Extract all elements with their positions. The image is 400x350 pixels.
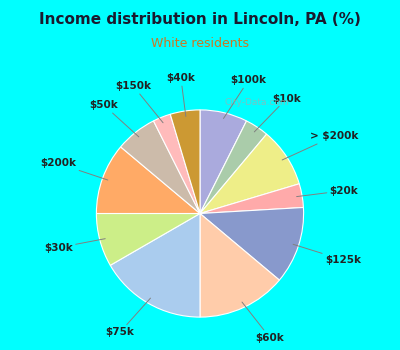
Wedge shape: [170, 110, 200, 214]
Wedge shape: [110, 214, 200, 317]
Text: $40k: $40k: [166, 73, 195, 117]
Text: $50k: $50k: [90, 100, 139, 137]
Wedge shape: [200, 134, 299, 214]
Wedge shape: [200, 184, 304, 214]
Text: Income distribution in Lincoln, PA (%): Income distribution in Lincoln, PA (%): [39, 12, 361, 27]
Wedge shape: [96, 214, 200, 265]
Text: $200k: $200k: [40, 159, 108, 180]
Text: $100k: $100k: [224, 76, 266, 118]
Wedge shape: [200, 208, 304, 280]
Text: $30k: $30k: [44, 239, 105, 253]
Text: > $200k: > $200k: [282, 131, 358, 160]
Text: $75k: $75k: [105, 298, 150, 337]
Text: $125k: $125k: [293, 244, 361, 265]
Text: City-Data.com: City-Data.com: [225, 98, 289, 107]
Wedge shape: [200, 121, 266, 214]
Text: White residents: White residents: [151, 37, 249, 50]
Text: $60k: $60k: [242, 302, 284, 343]
Wedge shape: [200, 110, 246, 214]
Text: $10k: $10k: [254, 93, 301, 132]
Text: $20k: $20k: [297, 186, 358, 197]
Wedge shape: [200, 214, 279, 317]
Wedge shape: [154, 114, 200, 214]
Text: $150k: $150k: [116, 81, 163, 123]
Wedge shape: [96, 147, 200, 214]
Wedge shape: [121, 121, 200, 214]
